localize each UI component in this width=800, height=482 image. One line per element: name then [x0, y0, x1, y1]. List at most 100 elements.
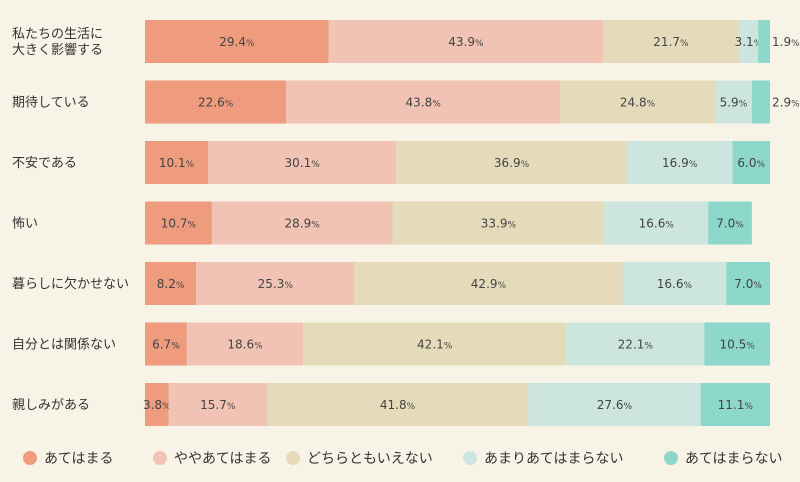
- data-label-value: 7.0: [716, 217, 735, 231]
- data-label-value: 22.1: [618, 338, 645, 352]
- bar-segment: [566, 322, 705, 366]
- bar-segment: [145, 262, 197, 305]
- bar-segment: [726, 262, 770, 305]
- bar-segment: [626, 141, 733, 184]
- bar-segment: [328, 20, 604, 63]
- legend-swatch: [286, 451, 300, 465]
- bar-segment: [168, 383, 267, 426]
- data-label-unit: %: [735, 221, 744, 231]
- data-label-unit: %: [475, 39, 484, 49]
- data-label: 5.9%: [720, 96, 748, 110]
- data-label-unit: %: [227, 402, 236, 412]
- category-label-line: 不安である: [12, 156, 77, 171]
- data-label-unit: %: [746, 342, 755, 352]
- data-label-unit: %: [744, 402, 753, 412]
- data-label-unit: %: [246, 39, 255, 49]
- data-label-value: 16.6: [657, 277, 684, 291]
- data-label-value: 10.1: [159, 156, 186, 170]
- data-label-unit: %: [432, 100, 441, 110]
- category-labels-group: 私たちの生活に大きく影響する期待している不安である怖い暮らしに欠かせない自分とは…: [12, 27, 129, 413]
- category-label: 親しみがある: [12, 398, 90, 413]
- bar-segment: [145, 383, 169, 426]
- category-label-line: 期待している: [12, 96, 90, 111]
- data-label-unit: %: [665, 221, 674, 231]
- bar-segment: [560, 80, 715, 124]
- legend-label: あてはまる: [44, 451, 113, 467]
- legend-label: あまりあてはまらない: [484, 451, 623, 467]
- data-label-unit: %: [739, 100, 748, 110]
- data-label-unit: %: [791, 100, 800, 110]
- category-label: 自分とは関係ない: [12, 338, 116, 353]
- data-label-value: 1.9: [772, 35, 791, 49]
- data-label: 7.0%: [734, 277, 762, 291]
- bar-segment: [196, 262, 355, 305]
- bar-segment: [186, 322, 304, 366]
- data-label-unit: %: [284, 281, 293, 291]
- data-label-unit: %: [407, 402, 416, 412]
- data-label: 10.1%: [159, 156, 195, 170]
- data-label-unit: %: [225, 100, 234, 110]
- data-label-unit: %: [498, 281, 507, 291]
- data-label-unit: %: [188, 221, 197, 231]
- data-label-value: 5.9: [720, 96, 739, 110]
- data-label-value: 21.7: [653, 35, 680, 49]
- legend-swatch: [23, 451, 37, 465]
- bar-segment: [266, 383, 529, 426]
- data-label-unit: %: [444, 342, 453, 352]
- data-label: 21.7%: [653, 35, 689, 49]
- data-label: 10.5%: [720, 338, 756, 352]
- legend-label: あてはまらない: [685, 451, 782, 467]
- data-label: 30.1%: [285, 156, 321, 170]
- data-label: 42.1%: [417, 338, 453, 352]
- data-label-unit: %: [791, 39, 800, 49]
- data-label-unit: %: [311, 160, 320, 170]
- bar-segment: [145, 20, 329, 63]
- data-label: 16.9%: [662, 156, 698, 170]
- data-label: 1.9%: [772, 35, 800, 49]
- data-label: 11.1%: [718, 398, 754, 412]
- category-label: 私たちの生活に大きく影響する: [12, 27, 103, 58]
- data-label-unit: %: [680, 39, 689, 49]
- data-label: 29.4%: [219, 35, 255, 49]
- data-label-unit: %: [623, 402, 632, 412]
- data-label-unit: %: [162, 402, 171, 412]
- data-label-value: 6.7: [152, 338, 171, 352]
- data-label-value: 16.6: [639, 217, 666, 231]
- bar-segment: [392, 201, 605, 245]
- category-label-line: 怖い: [12, 216, 38, 232]
- data-label-value: 33.9: [481, 217, 508, 231]
- bar-segment: [738, 20, 759, 63]
- data-label-value: 36.9: [494, 156, 521, 170]
- data-label: 33.9%: [481, 217, 517, 231]
- data-label: 6.7%: [152, 338, 180, 352]
- data-label: 7.0%: [716, 217, 744, 231]
- legend-label: ややあてはまる: [174, 451, 271, 467]
- category-label: 怖い: [12, 216, 38, 232]
- data-label-value: 3.1: [735, 35, 754, 49]
- data-label: 10.7%: [161, 217, 197, 231]
- data-label-unit: %: [753, 281, 762, 291]
- data-label-value: 10.5: [720, 338, 747, 352]
- data-label: 3.8%: [143, 398, 171, 412]
- data-label: 22.6%: [198, 96, 234, 110]
- data-label-value: 16.9: [662, 156, 689, 170]
- category-label-line: 私たちの生活に: [12, 27, 103, 42]
- legend-label: どちらともいえない: [307, 451, 433, 467]
- bar-segment: [751, 80, 771, 124]
- data-label: 15.7%: [200, 398, 236, 412]
- data-label-unit: %: [508, 221, 517, 231]
- bar-segment: [708, 201, 752, 245]
- bars-group: 29.4% 43.9% 21.7% 3.1% 1.9%22.6% 43.8% 24.8% 5.…: [143, 20, 800, 426]
- data-label-value: 27.6: [597, 398, 624, 412]
- data-label-unit: %: [647, 100, 656, 110]
- category-label: 暮らしに欠かせない: [12, 276, 129, 292]
- data-label-unit: %: [683, 281, 692, 291]
- category-label: 期待している: [12, 96, 90, 111]
- data-label: 24.8%: [620, 96, 656, 110]
- bar-segment: [604, 201, 709, 245]
- data-label-unit: %: [644, 342, 653, 352]
- bar-segment: [396, 141, 627, 184]
- data-label-value: 25.3: [258, 277, 285, 291]
- data-label-value: 7.0: [734, 277, 753, 291]
- bar-segment: [354, 262, 623, 305]
